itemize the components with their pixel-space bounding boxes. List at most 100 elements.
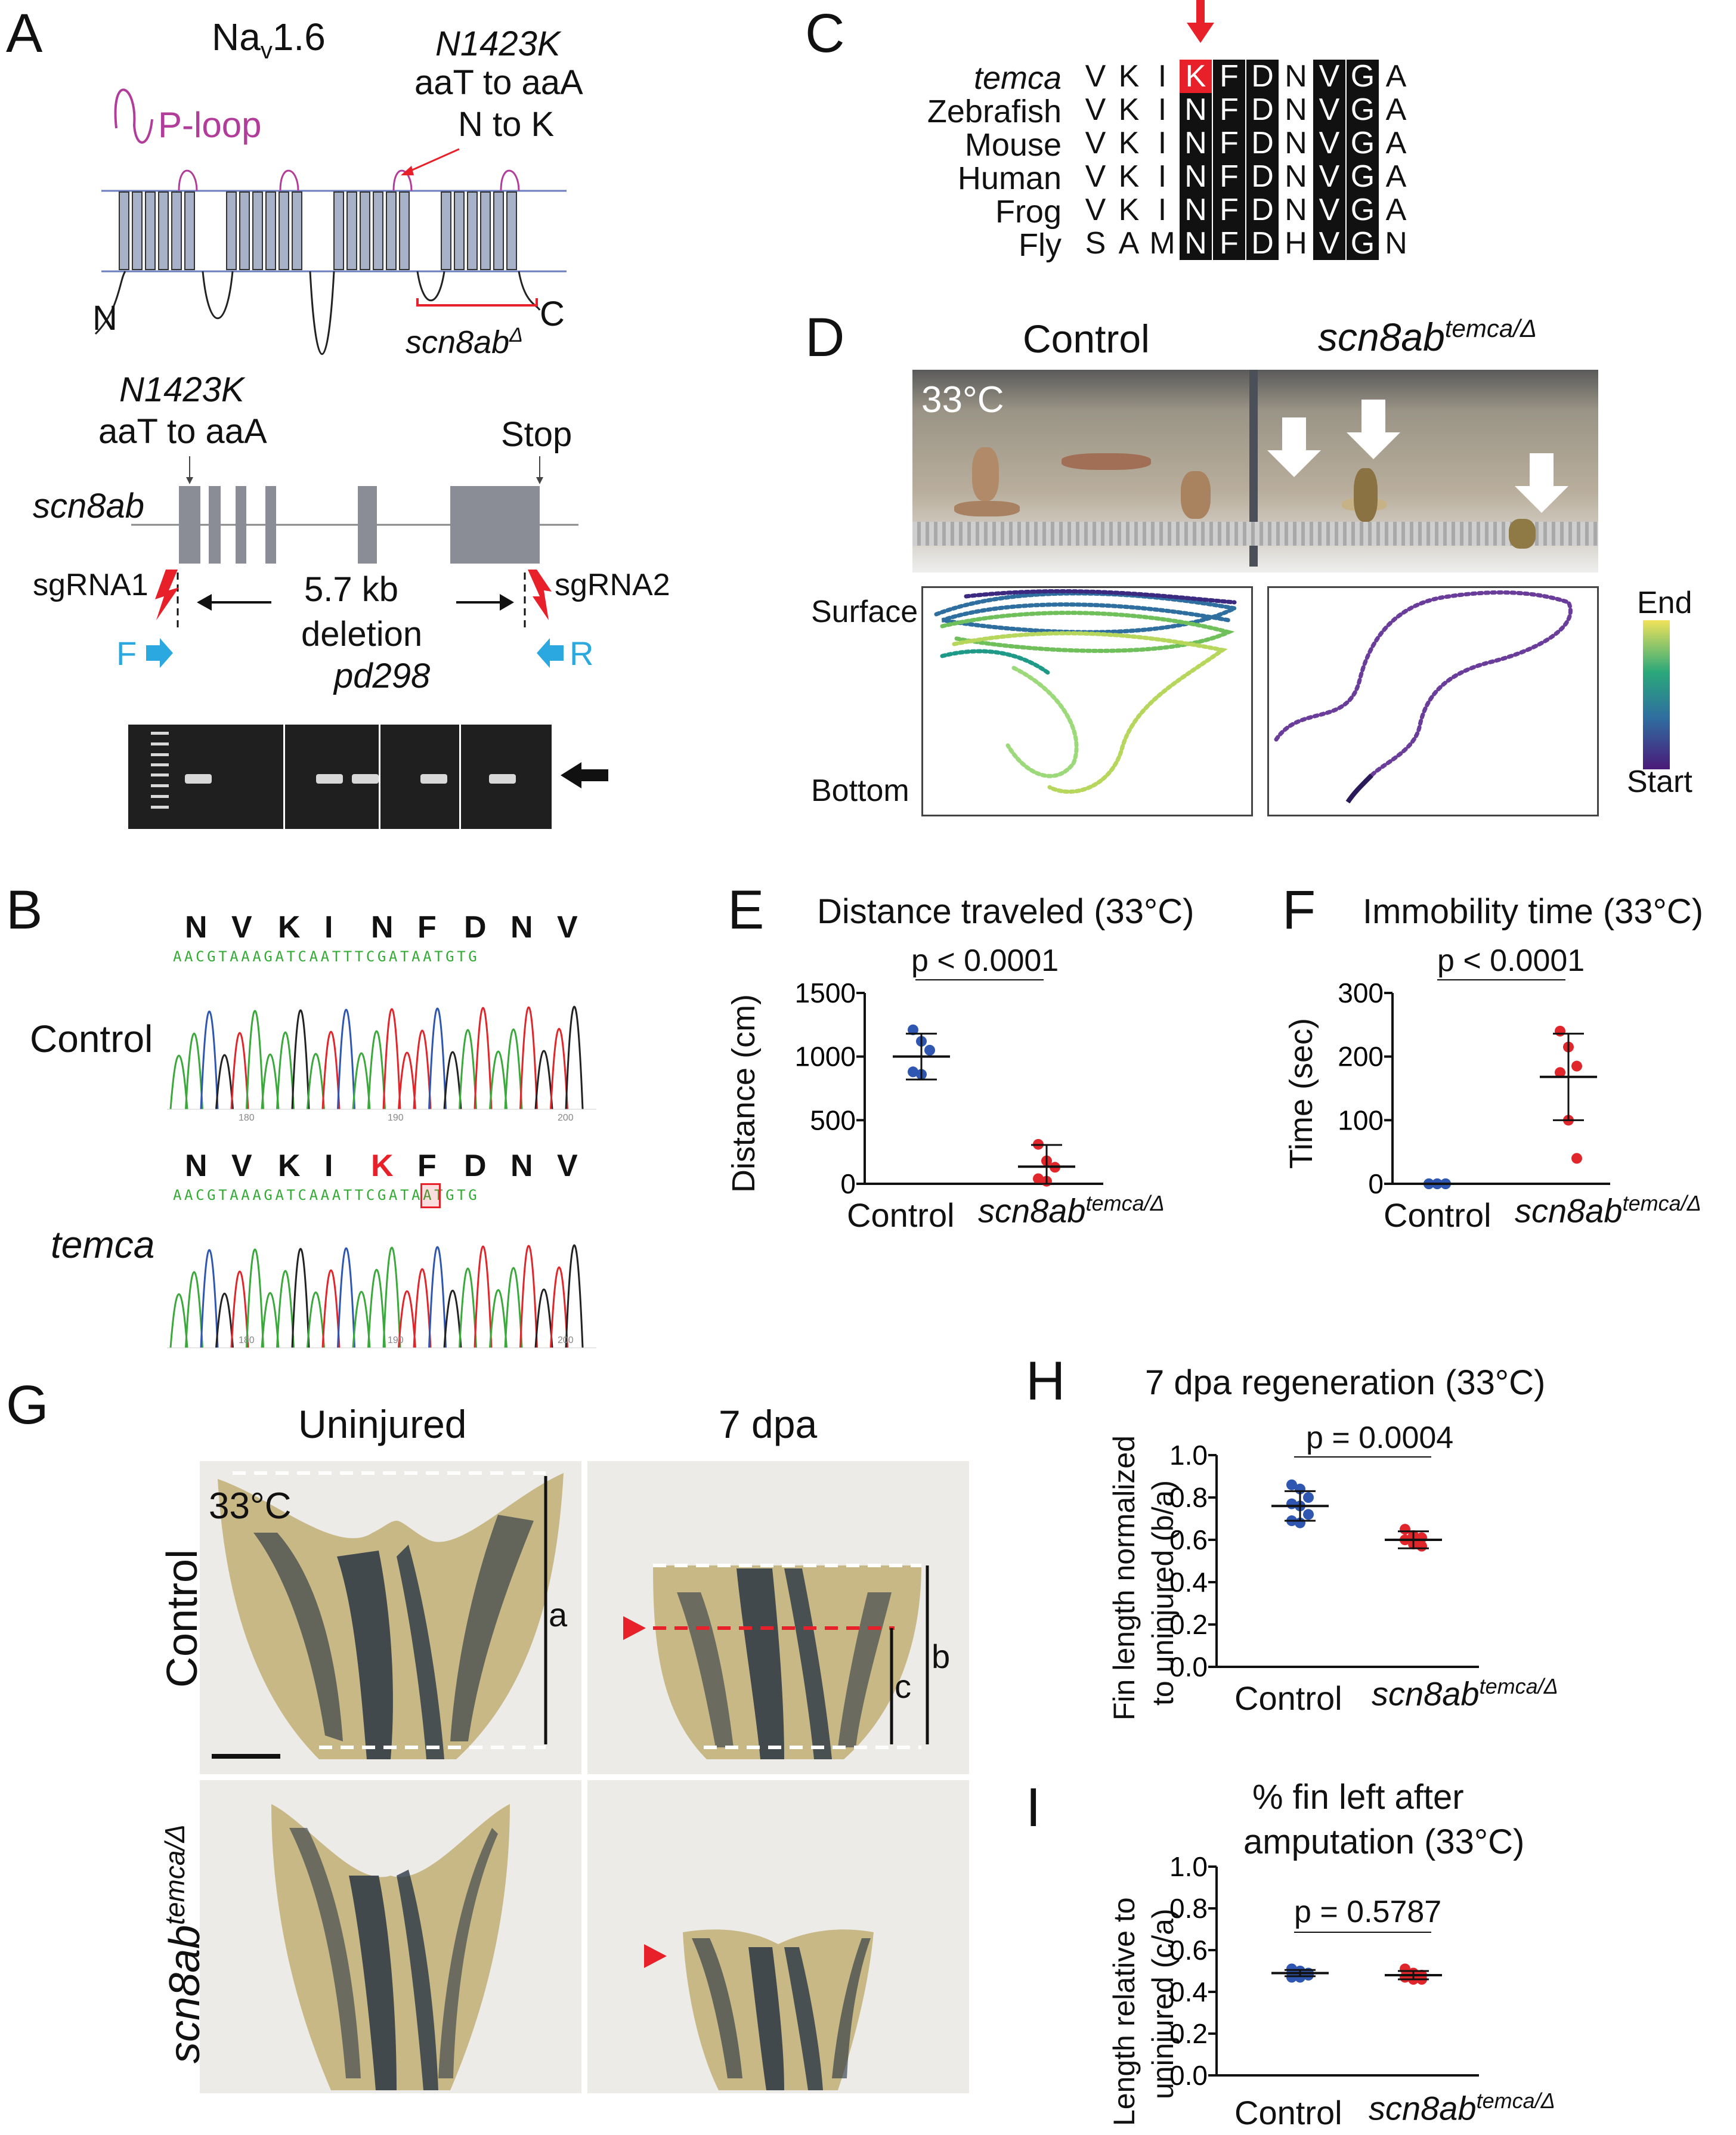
tm-segment	[346, 191, 357, 270]
chromatogram-peak	[459, 1267, 477, 1348]
alignment-cell: G	[1347, 160, 1379, 193]
chart-f-xcat1: Control	[1384, 1196, 1491, 1234]
chromatogram-peak	[185, 1271, 203, 1348]
stop-label: Stop	[501, 415, 573, 454]
chromatogram-peak	[261, 1053, 280, 1110]
alignment-cell: K	[1118, 59, 1140, 94]
tm-segment	[480, 191, 491, 270]
chromatogram-peak	[352, 1291, 371, 1348]
species-label: Mouse	[964, 127, 1062, 163]
y-tick-label: 0.0	[1169, 1651, 1208, 1682]
tm-segment	[360, 191, 370, 270]
chromatogram-peak	[276, 1270, 295, 1348]
data-point	[1555, 1067, 1565, 1078]
alignment-cell: N	[1180, 93, 1212, 126]
alignment-cell: A	[1385, 92, 1407, 127]
amino-acid: K	[371, 1149, 394, 1183]
amino-acid: N	[510, 910, 533, 945]
data-point	[1416, 1540, 1427, 1552]
alignment-cell: K	[1118, 193, 1140, 227]
alignment-cell: N	[1285, 126, 1307, 160]
y-tick-label: 1.0	[1169, 1851, 1208, 1882]
chromatogram-peak	[519, 1245, 538, 1348]
alignment-cell: G	[1347, 60, 1379, 93]
data-point	[1033, 1173, 1044, 1184]
nt-seq-temca: AACGTAAAGATCAAATTCGATAATGTG	[173, 1187, 480, 1203]
chromatogram-peak	[307, 1291, 325, 1348]
fin-length-b: b	[932, 1638, 951, 1675]
alignment-cell: D	[1246, 93, 1279, 126]
chromatogram-peak	[504, 1028, 523, 1110]
swim-tracks	[934, 589, 1670, 804]
chart-e-title: Distance traveled (33°C)	[817, 892, 1195, 931]
chromatogram-peak	[291, 1248, 310, 1348]
chart-h-xcat1: Control	[1234, 1679, 1342, 1717]
fin-annotations	[212, 1471, 929, 1968]
alignment-cell: K	[1180, 60, 1212, 93]
data-point	[1286, 1972, 1297, 1983]
chart-i-title-2: amputation (33°C)	[1243, 1823, 1525, 1861]
alignment-cell: K	[1118, 126, 1140, 160]
alignment-cell: F	[1213, 93, 1245, 126]
alignment-cell: V	[1085, 126, 1106, 160]
alignment-cell: G	[1347, 227, 1379, 260]
y-tick-label: 1.0	[1169, 1440, 1208, 1471]
chromatogram-peak	[230, 1032, 249, 1110]
chromatogram-peak	[398, 1051, 416, 1110]
tm-segment	[292, 191, 302, 270]
alignment-cell: I	[1158, 126, 1167, 160]
tm-segment	[239, 191, 250, 270]
primer-r-label: R	[570, 635, 594, 672]
chromatogram-peak	[459, 1029, 477, 1110]
data-point	[1303, 1509, 1314, 1520]
data-point	[924, 1045, 935, 1056]
alignment-cell: I	[1158, 59, 1167, 94]
alignment-cell: V	[1085, 159, 1106, 194]
chromatogram-peak	[382, 1246, 401, 1348]
fin-length-c: c	[895, 1667, 911, 1705]
primer-f-label: F	[116, 635, 137, 672]
chromatogram-peak	[337, 1247, 355, 1348]
chromatogram-peak	[215, 1054, 234, 1110]
chromatogram-peak	[565, 1005, 584, 1110]
gel-band-arrow	[561, 762, 608, 788]
nav-title: Nav1.6	[212, 16, 326, 64]
alignment-cell: N	[1180, 126, 1212, 160]
alignment-cell: G	[1347, 193, 1379, 227]
deletion-allele-label: scn8abΔ	[406, 324, 523, 360]
pcr-gel-image	[128, 725, 552, 829]
alignment-cell: N	[1180, 160, 1212, 193]
chromatogram-peak	[200, 1010, 219, 1110]
alignment-cell: I	[1158, 92, 1167, 127]
alignment-cell: V	[1085, 193, 1106, 227]
chromatogram-peak	[413, 1029, 432, 1110]
alignment-cell: V	[1085, 92, 1106, 127]
y-tick-label: 0.0	[1169, 2060, 1208, 2091]
tm-segment	[171, 191, 182, 270]
alignment-cell: I	[1158, 193, 1167, 227]
panel-label-e: E	[728, 880, 765, 940]
colorbar	[1643, 620, 1670, 769]
y-tick-label: 0.6	[1169, 1524, 1208, 1555]
data-point	[1303, 1492, 1314, 1503]
chart-i-pvalue: p = 0.5787	[1294, 1895, 1442, 1929]
chromatogram-peak	[565, 1244, 584, 1348]
chart-h-xcat2: scn8abtemca/Δ	[1372, 1674, 1558, 1713]
alignment-cell: A	[1385, 159, 1407, 194]
alignment-cell: A	[1385, 193, 1407, 227]
chart-f-xcat2: scn8abtemca/Δ	[1515, 1191, 1701, 1230]
tm-segment	[399, 191, 410, 270]
y-tick-label: 1000	[795, 1041, 856, 1072]
tm-segment	[252, 191, 263, 270]
chart-h-pvalue: p = 0.0004	[1306, 1421, 1454, 1455]
mutation-box	[420, 1183, 441, 1208]
chart-i-xcat2: scn8abtemca/Δ	[1369, 2088, 1555, 2127]
alignment-cell: D	[1246, 193, 1279, 227]
tm-segment	[467, 191, 478, 270]
tank-temp: 33°C	[921, 379, 1004, 420]
chart-e-pvalue: p < 0.0001	[911, 943, 1059, 978]
n-terminus-label: N	[92, 299, 117, 338]
alignment-cell: M	[1149, 226, 1175, 261]
y-tick-label: 0	[840, 1168, 856, 1199]
